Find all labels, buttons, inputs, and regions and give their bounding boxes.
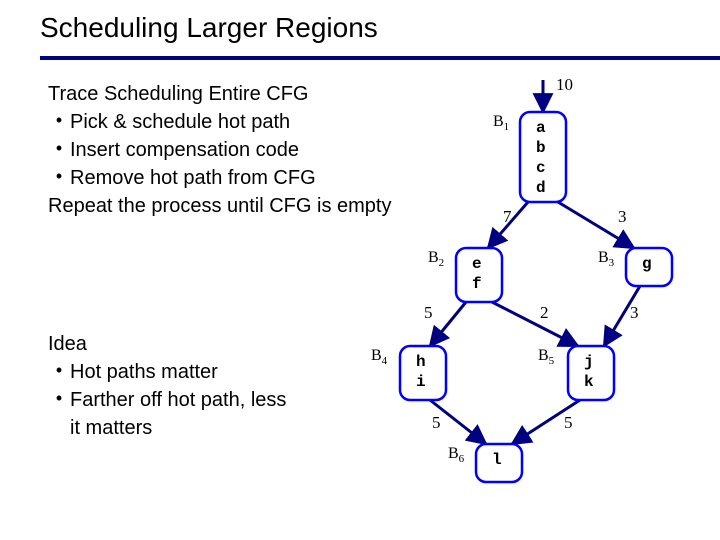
cfg-node-content: g <box>642 255 652 273</box>
cfg-node-label: B3 <box>598 249 615 269</box>
cfg-edge <box>430 302 466 346</box>
edge-weight: 5 <box>424 303 433 322</box>
edge-weight: 3 <box>618 207 627 226</box>
cfg-node-content: a <box>536 119 546 137</box>
edge-weight: 2 <box>540 303 549 322</box>
cfg-node-content: d <box>536 179 546 197</box>
cfg-node-content: b <box>536 139 546 157</box>
cfg-node-content: h <box>416 353 426 371</box>
cfg-node-content: j <box>584 353 594 371</box>
cfg-diagram: 10 7 3 5 2 3 5 5 B1 abcd B2 ef B3 g B4 hi B5 jk B6 l <box>0 0 720 540</box>
cfg-node-label: B2 <box>428 249 444 269</box>
edge-weight: 7 <box>503 207 512 226</box>
cfg-node-label: B4 <box>371 347 388 367</box>
cfg-node-label: B5 <box>538 347 555 367</box>
cfg-node-content: e <box>472 255 482 273</box>
cfg-node-content: f <box>472 275 482 293</box>
edge-weight: 5 <box>564 413 573 432</box>
cfg-node-content: l <box>492 451 502 469</box>
cfg-node-content: k <box>584 373 594 391</box>
cfg-edge <box>492 302 578 346</box>
edge-weight: 3 <box>630 303 639 322</box>
cfg-node-label: B6 <box>448 445 465 465</box>
cfg-node-content: c <box>536 159 546 177</box>
edge-weight: 5 <box>432 413 441 432</box>
edge-weight: 10 <box>556 75 573 94</box>
cfg-node-label: B1 <box>493 113 509 133</box>
cfg-node-content: i <box>416 373 426 391</box>
